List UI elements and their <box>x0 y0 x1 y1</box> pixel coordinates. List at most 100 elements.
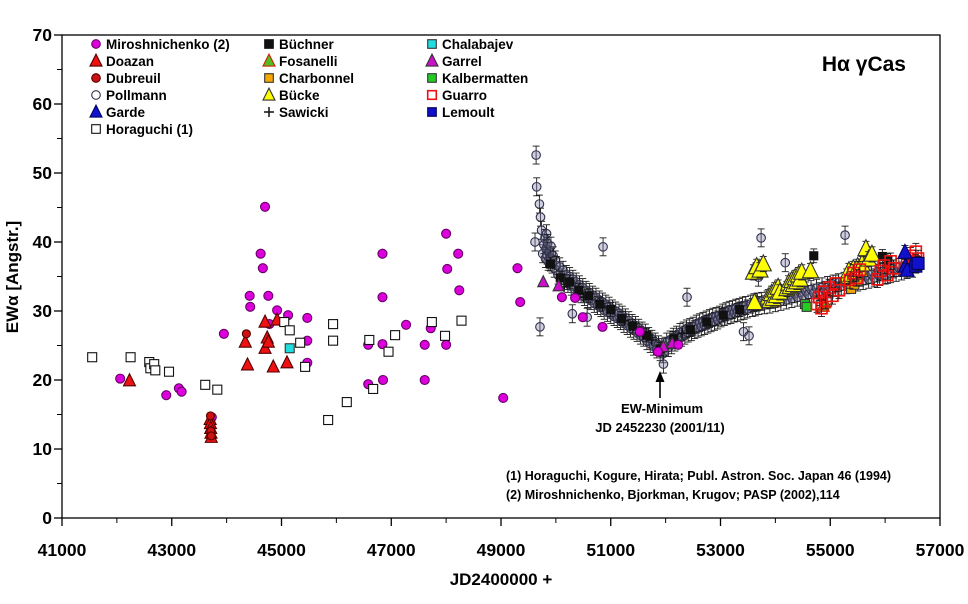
data-point <box>125 352 136 363</box>
legend-item-label: Lemoult <box>442 105 495 120</box>
x-tick-label: 47000 <box>367 540 416 560</box>
data-point <box>702 317 712 327</box>
data-point <box>150 365 161 376</box>
data-point <box>673 339 684 350</box>
data-point <box>863 243 881 262</box>
data-point <box>261 333 276 348</box>
data-point <box>426 89 438 101</box>
y-tick-label: 50 <box>33 163 53 183</box>
data-point <box>427 73 437 83</box>
data-point <box>218 328 229 339</box>
legend-item-dubreuil: Dubreuil <box>91 71 161 86</box>
data-point <box>279 316 290 328</box>
data-point <box>241 329 251 339</box>
legend-item-label: Dubreuil <box>106 71 161 86</box>
data-point <box>264 107 274 117</box>
data-point <box>512 263 523 274</box>
legend-item-doazan: Doazan <box>89 52 154 69</box>
data-point <box>546 241 556 251</box>
data-point <box>323 414 334 426</box>
data-point <box>245 301 256 312</box>
data-point <box>441 228 452 239</box>
legend-item-label: Fosanelli <box>279 54 338 69</box>
data-point <box>212 384 223 395</box>
data-point <box>439 330 451 341</box>
data-point <box>628 321 638 331</box>
series-lemoult <box>909 256 925 274</box>
y-tick-label: 70 <box>33 25 53 45</box>
data-point <box>801 260 820 279</box>
data-point <box>843 273 857 287</box>
y-tick-label: 60 <box>33 94 53 114</box>
data-point <box>530 237 540 247</box>
data-point <box>89 52 103 67</box>
data-point <box>377 292 388 303</box>
legend-item-lemoult: Lemoult <box>427 105 495 120</box>
data-point <box>567 308 578 319</box>
legend-item-label: Büchner <box>279 37 335 52</box>
data-point <box>257 263 268 274</box>
data-point <box>515 296 526 308</box>
data-point <box>89 103 103 118</box>
data-point <box>606 305 616 315</box>
data-point <box>556 292 567 303</box>
data-point <box>754 253 773 272</box>
data-point <box>877 259 891 272</box>
legend-item-label: Bücke <box>279 88 320 103</box>
series-chalabajev <box>284 343 295 354</box>
data-point <box>328 319 339 330</box>
x-tick-label: 43000 <box>147 540 196 560</box>
data-point <box>87 352 98 363</box>
series-garde <box>896 243 915 278</box>
data-point <box>259 201 271 212</box>
data-point <box>565 277 575 287</box>
series-doazan <box>122 311 294 443</box>
data-point <box>284 343 295 354</box>
data-point <box>536 274 550 288</box>
data-point <box>295 337 306 348</box>
data-point <box>442 263 453 274</box>
legend-item-garrel: Garrel <box>425 52 482 69</box>
data-point <box>652 346 663 357</box>
data-point <box>419 374 430 386</box>
data-point <box>364 334 375 346</box>
x-tick-label: 57000 <box>916 540 965 560</box>
data-point <box>328 335 339 346</box>
data-point <box>853 263 867 276</box>
y-tick-label: 0 <box>42 508 52 528</box>
data-point <box>634 326 645 337</box>
legend-item-label: Garde <box>106 105 146 120</box>
data-point <box>91 90 101 100</box>
data-point <box>176 386 187 397</box>
data-point <box>266 358 281 373</box>
data-point <box>240 356 255 371</box>
data-point <box>280 354 294 369</box>
data-point <box>595 299 605 309</box>
data-point <box>617 314 627 324</box>
series-kalbermatten <box>799 299 812 312</box>
chart-title: Hα γCas <box>822 53 906 76</box>
x-tick-label: 53000 <box>696 540 745 560</box>
legend-item-buchner: Büchner <box>264 37 335 52</box>
data-point <box>377 248 388 259</box>
data-point <box>535 212 546 223</box>
data-point <box>555 273 565 283</box>
y-tick-label: 40 <box>33 232 53 252</box>
legend: Miroshnichenko (2) Doazan Dubreuil Pollmann… <box>89 37 528 137</box>
data-point <box>745 292 764 311</box>
data-point <box>744 330 754 341</box>
data-point <box>262 52 276 67</box>
legend-item-label: Horaguchi (1) <box>106 122 193 137</box>
data-point <box>115 373 126 384</box>
data-point <box>255 248 266 259</box>
data-point <box>541 228 552 239</box>
data-point <box>244 290 255 301</box>
data-point <box>584 291 594 301</box>
legend-item-label: Sawicki <box>279 105 329 120</box>
data-point <box>426 316 437 328</box>
data-point <box>264 73 274 83</box>
x-tick-label: 49000 <box>477 540 526 560</box>
data-point <box>419 339 430 350</box>
